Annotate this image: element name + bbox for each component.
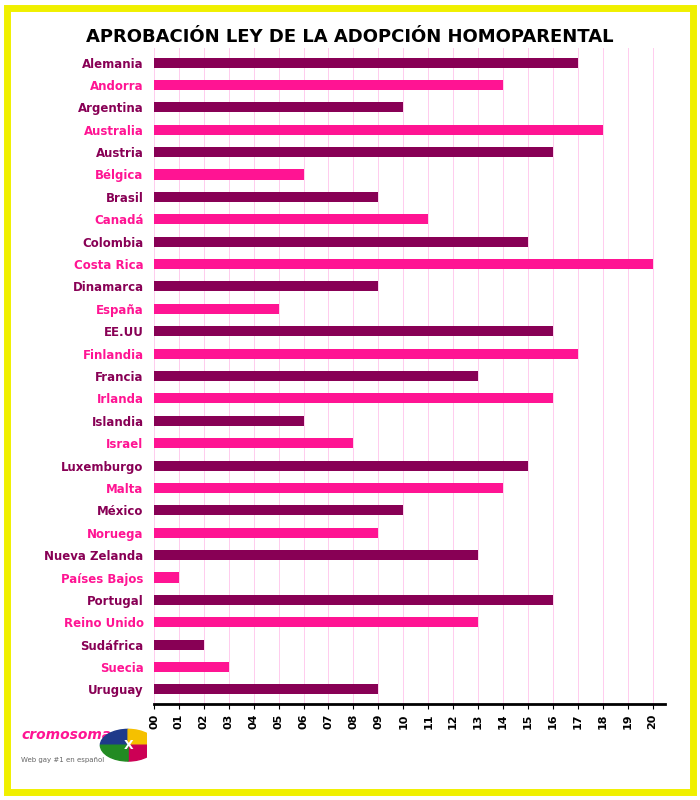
Bar: [154, 170, 304, 179]
Bar: [154, 550, 478, 560]
Bar: [154, 506, 403, 515]
Bar: [154, 326, 553, 336]
Bar: [154, 147, 553, 157]
Text: Web gay #1 en español: Web gay #1 en español: [21, 757, 104, 763]
Bar: [154, 237, 528, 246]
Bar: [154, 125, 603, 134]
Bar: [154, 416, 304, 426]
Bar: [154, 349, 578, 358]
Bar: [154, 618, 478, 627]
Bar: [154, 58, 578, 67]
Text: X: X: [123, 738, 133, 752]
Bar: [154, 640, 204, 650]
Bar: [154, 662, 229, 672]
Wedge shape: [128, 730, 156, 746]
Bar: [154, 483, 503, 493]
Bar: [154, 528, 378, 538]
Bar: [154, 214, 428, 224]
Bar: [154, 80, 503, 90]
Bar: [154, 461, 528, 470]
Bar: [154, 394, 553, 403]
Bar: [154, 102, 403, 112]
Bar: [154, 259, 652, 269]
Bar: [154, 573, 179, 582]
Bar: [154, 595, 553, 605]
Bar: [154, 685, 378, 694]
Bar: [154, 371, 478, 381]
Wedge shape: [100, 746, 128, 761]
Wedge shape: [100, 730, 128, 746]
Bar: [154, 438, 354, 448]
Wedge shape: [128, 746, 156, 761]
Text: APROBACIÓN LEY DE LA ADOPCIÓN HOMOPARENTAL: APROBACIÓN LEY DE LA ADOPCIÓN HOMOPARENT…: [86, 28, 614, 46]
Text: cromosoma: cromosoma: [21, 728, 111, 742]
Bar: [154, 304, 279, 314]
Bar: [154, 282, 378, 291]
Bar: [154, 192, 378, 202]
